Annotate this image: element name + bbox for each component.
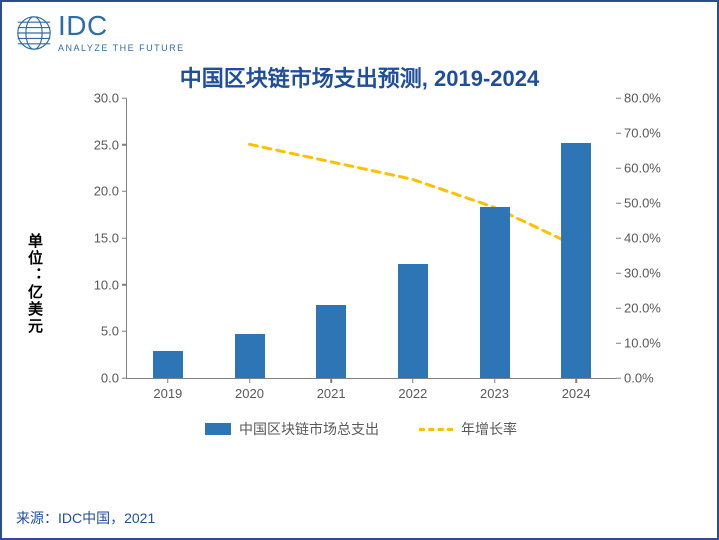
y-tick: 15.0 <box>94 231 127 246</box>
y-tick: 0.0 <box>101 371 127 386</box>
x-tick: 2022 <box>398 378 427 401</box>
bar <box>398 264 428 378</box>
x-tick: 2023 <box>480 378 509 401</box>
y-tick: 10.0 <box>94 277 127 292</box>
y-tick: 30.0 <box>94 91 127 106</box>
y-tick: 20.0 <box>94 184 127 199</box>
x-tick: 2024 <box>562 378 591 401</box>
bar <box>480 207 510 378</box>
legend-swatch-bar <box>205 423 231 435</box>
bar <box>561 143 591 378</box>
y-tick: 5.0 <box>101 324 127 339</box>
bar <box>316 305 346 378</box>
x-tick: 2021 <box>317 378 346 401</box>
y2-tick: 40.0% <box>616 231 661 246</box>
legend-label: 中国区块链市场总支出 <box>239 419 379 439</box>
plot-region: 0.05.010.015.020.025.030.00.0%10.0%20.0%… <box>126 99 616 379</box>
legend-swatch-line <box>419 428 453 431</box>
y-tick: 25.0 <box>94 137 127 152</box>
growth-line <box>127 99 616 378</box>
chart-title: 中国区块链市场支出预测, 2019-2024 <box>16 61 703 93</box>
legend-label: 年增长率 <box>461 419 517 439</box>
bar <box>153 351 183 378</box>
x-tick: 2020 <box>235 378 264 401</box>
idc-logo: IDC ANALYZE THE FUTURE <box>16 12 703 53</box>
source-text: 来源：IDC中国，2021 <box>16 508 155 528</box>
y2-tick: 30.0% <box>616 266 661 281</box>
legend-item: 年增长率 <box>419 419 517 439</box>
y2-tick: 10.0% <box>616 336 661 351</box>
logo-text: IDC <box>58 12 185 40</box>
y2-tick: 50.0% <box>616 196 661 211</box>
x-tick: 2019 <box>153 378 182 401</box>
globe-icon <box>16 15 52 51</box>
y2-tick: 70.0% <box>616 126 661 141</box>
logo-tagline: ANALYZE THE FUTURE <box>58 43 185 53</box>
chart-area: 单位：亿美元 0.05.010.015.020.025.030.00.0%10.… <box>16 99 706 469</box>
y2-tick: 0.0% <box>616 371 654 386</box>
y2-tick: 60.0% <box>616 161 661 176</box>
legend-item: 中国区块链市场总支出 <box>205 419 379 439</box>
bar <box>235 334 265 378</box>
y-axis-label: 单位：亿美元 <box>24 233 45 335</box>
chart-legend: 中国区块链市场总支出 年增长率 <box>205 419 517 439</box>
y2-tick: 20.0% <box>616 301 661 316</box>
y2-tick: 80.0% <box>616 91 661 106</box>
